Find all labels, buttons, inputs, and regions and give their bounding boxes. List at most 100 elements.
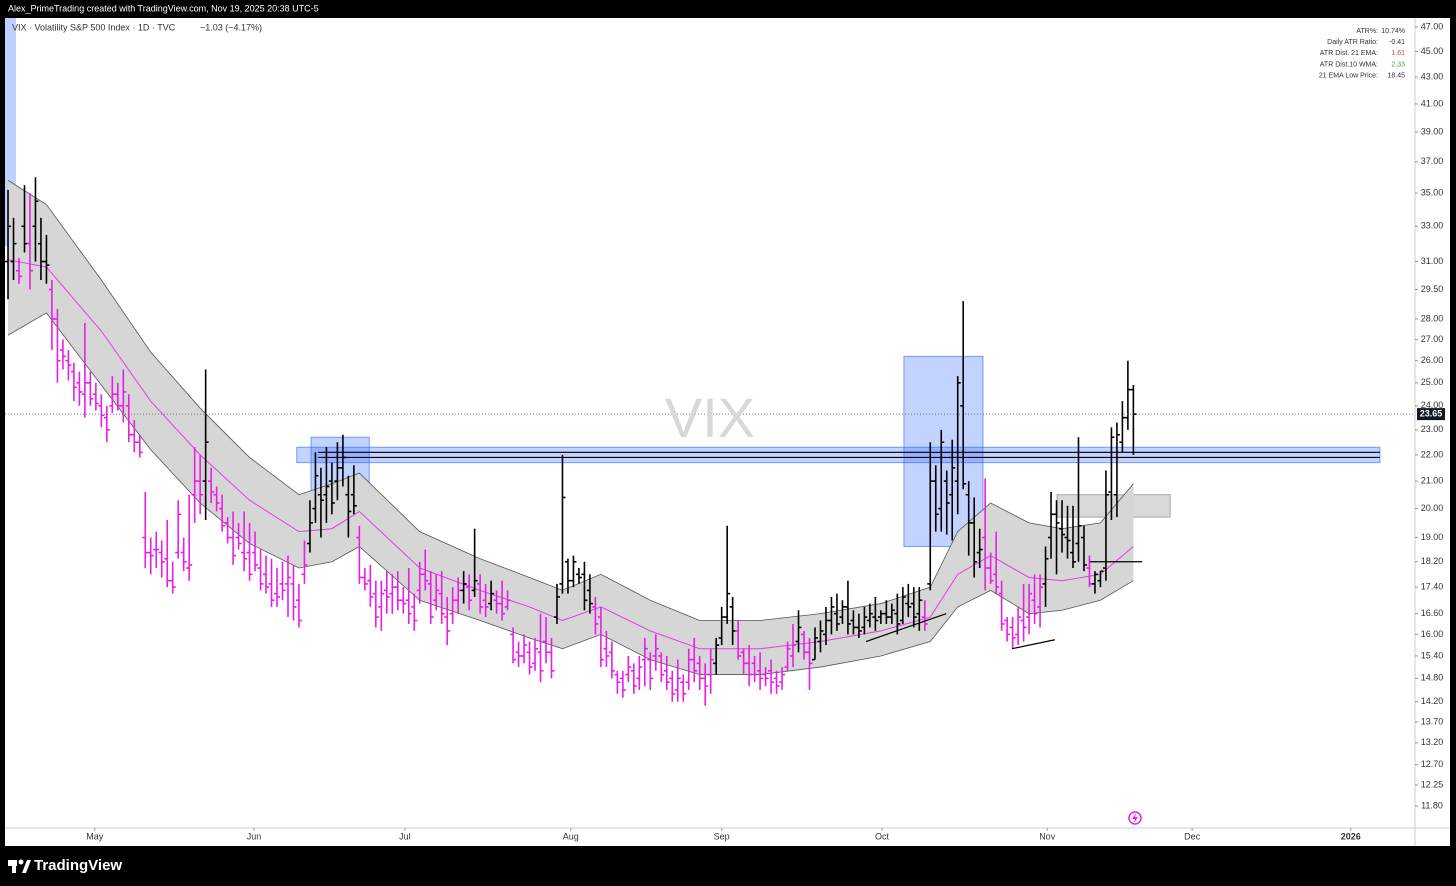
x-tick-label: Sep [714, 831, 730, 841]
ohlc-bar [548, 637, 555, 679]
ohlc-bar [466, 574, 473, 611]
ohlc-bar [158, 540, 165, 578]
ohlc-bar [1097, 570, 1104, 588]
ohlc-bar [608, 641, 615, 679]
brand-logo [8, 859, 31, 873]
ohlc-bar [284, 555, 291, 618]
ohlc-bar [768, 659, 775, 694]
table-label: ATR Dist. 21 EMA: [1320, 50, 1378, 57]
table-value: 1.61 [1391, 50, 1405, 57]
y-tick-label: 19.00 [1421, 532, 1444, 542]
ohlc-bar [504, 590, 511, 611]
ohlc-bar [120, 369, 127, 423]
ohlc-bar [219, 494, 226, 532]
table-value: 18.45 [1387, 73, 1405, 80]
ohlc-bar [921, 600, 928, 631]
ohlc-bar [1031, 574, 1038, 624]
y-tick-label: 25.00 [1421, 377, 1444, 387]
ohlc-bar [521, 634, 528, 664]
ohlc-bar [757, 652, 764, 690]
drawn-line [1011, 639, 1056, 650]
x-tick-label: Oct [875, 831, 890, 841]
ohlc-bar [1108, 427, 1115, 521]
ohlc-bar [43, 234, 50, 284]
ohlc-bar [433, 574, 440, 611]
y-tick-label: 16.60 [1421, 608, 1444, 618]
table-value: -0.41 [1389, 39, 1405, 46]
ohlc-bar [54, 308, 61, 383]
ohlc-bar [98, 394, 105, 428]
table-label: Daily ATR Ratio: [1327, 39, 1378, 46]
ohlc-bar [76, 371, 83, 406]
alert-icon [1128, 811, 1142, 825]
ohlc-bar [954, 376, 961, 515]
ohlc-bar [702, 663, 709, 706]
table-label: ATR%: [1356, 28, 1378, 35]
ohlc-bar [619, 670, 626, 698]
y-tick-label: 20.00 [1421, 503, 1444, 513]
y-tick-label: 29.50 [1421, 284, 1444, 294]
ohlc-bar [405, 568, 412, 624]
ohlc-bar [894, 593, 901, 635]
zone [903, 355, 984, 548]
ohlc-bar [713, 637, 720, 675]
ohlc-bar [597, 606, 604, 668]
ohlc-bar [136, 434, 143, 458]
y-tick-label: 22.00 [1421, 449, 1444, 459]
ohlc-bar [971, 497, 978, 578]
ohlc-bar [317, 467, 324, 538]
ohlc-bar [87, 371, 94, 406]
y-tick-label: 23.00 [1421, 424, 1444, 434]
ohlc-bar [828, 596, 835, 635]
y-tick-label: 12.70 [1421, 759, 1444, 769]
table-value: 10.74% [1381, 28, 1405, 35]
ohlc-bar [328, 462, 335, 515]
x-tick-label: 2026 [1341, 831, 1361, 841]
ohlc-bar [208, 467, 215, 504]
band-fill [8, 180, 1134, 675]
ohlc-bar [938, 429, 945, 532]
ohlc-bar [32, 177, 39, 262]
side-zone [5, 18, 16, 246]
y-tick-label: 15.40 [1421, 650, 1444, 660]
plot [5, 177, 1415, 706]
ohlc-bar [1053, 500, 1060, 575]
ohlc-bar [630, 663, 637, 694]
ohlc-bar [361, 568, 368, 591]
ohlc-bar [213, 486, 220, 512]
ohlc-bar [976, 528, 983, 569]
ohlc-bar [202, 369, 209, 521]
ohlc-bar [987, 552, 994, 584]
ohlc-bar [603, 630, 610, 668]
ohlc-bar [795, 610, 802, 653]
y-tick-label: 24.00 [1421, 400, 1444, 410]
y-tick-label: 47.00 [1421, 21, 1444, 31]
ohlc-bar [323, 447, 330, 523]
ohlc-bar [746, 645, 753, 687]
ohlc-bar [1009, 617, 1016, 649]
y-tick-label: 28.00 [1421, 313, 1444, 323]
ohlc-bar [230, 511, 237, 565]
ohlc-bar [169, 561, 176, 594]
ohlc-bar [532, 637, 539, 671]
ohlc-bar [175, 500, 182, 559]
y-tick-label: 31.00 [1421, 256, 1444, 266]
ohlc-bar [471, 528, 478, 597]
ohlc-bar [625, 655, 632, 683]
ohlc-bar [1064, 505, 1071, 559]
table-label: 21 EMA Low Price: [1319, 73, 1378, 80]
header: Alex_PrimeTrading created with TradingVi… [8, 3, 319, 13]
ohlc-bar [15, 257, 22, 284]
y-tick-label: 18.20 [1421, 556, 1444, 566]
ohlc-bar [197, 454, 204, 515]
ohlc-bar [65, 349, 72, 381]
ohlc-bar [586, 574, 593, 614]
ohlc-bar [422, 549, 429, 591]
ohlc-bar [949, 439, 956, 541]
ohlc-bar [861, 606, 868, 635]
ohlc-bar [268, 558, 275, 607]
ohlc-bar [274, 568, 281, 607]
ohlc-bar [1069, 505, 1076, 569]
price-tag-label: 23.65 [1420, 408, 1443, 418]
